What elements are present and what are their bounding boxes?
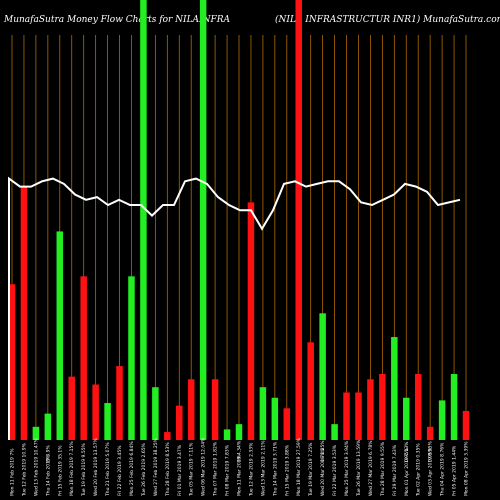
money-flow-bar bbox=[92, 384, 99, 440]
x-tick-label: Wed 06 Mar 2019 12.04% bbox=[201, 437, 207, 496]
x-tick-label: Tue 02 Apr 2019 0.35% bbox=[416, 443, 422, 497]
x-tick-label: Fri 08 Mar 2019 7.83% bbox=[225, 444, 231, 496]
x-tick-label: Mon 25 Mar 2019 3.94% bbox=[344, 440, 350, 496]
money-flow-bar bbox=[403, 397, 410, 440]
x-tick-label: Tue 26 Mar 2019 13.59% bbox=[356, 439, 362, 497]
x-tick-label: Mon 01 Apr 2019 7.13% bbox=[404, 441, 410, 496]
money-flow-bar bbox=[116, 366, 123, 440]
money-flow-line bbox=[8, 176, 461, 440]
money-flow-bar bbox=[462, 410, 470, 440]
x-tick-label: Wed 27 Feb 2019 38.25% bbox=[153, 437, 159, 496]
money-flow-bar bbox=[44, 413, 52, 440]
money-flow-bar bbox=[426, 426, 434, 440]
money-flow-bar bbox=[223, 429, 231, 440]
x-tick-label: Thu 21 Feb 2019 5.07% bbox=[105, 442, 111, 497]
x-tick-label: Fri 05 Apr 2019 1.44% bbox=[452, 445, 458, 496]
money-flow-bar bbox=[56, 231, 64, 440]
x-tick-label: Fri 22 Mar 2019 3.53% bbox=[332, 444, 338, 496]
top-value-label: 0.78% bbox=[320, 447, 326, 462]
top-labels: 0% 0% 0.78% 0.95% 0.95% bbox=[45, 447, 433, 462]
money-flow-bar bbox=[271, 397, 279, 440]
money-flow-bar bbox=[438, 400, 446, 440]
money-flow-bar bbox=[199, 0, 207, 440]
x-tick-label: Tue 19 Mar 2019 7.25% bbox=[308, 442, 314, 497]
money-flow-bar bbox=[176, 405, 183, 440]
money-flow-bar bbox=[235, 424, 243, 440]
x-tick-label: Fri 01 Mar 2019 3.47% bbox=[177, 444, 183, 496]
x-tick-label: Mon 08 Apr 2019 3.39% bbox=[464, 441, 470, 496]
money-flow-bar bbox=[140, 0, 147, 440]
money-flow-bar bbox=[187, 379, 195, 440]
money-flow-bar bbox=[104, 403, 111, 440]
money-flow-bar bbox=[259, 387, 267, 440]
x-tick-label: Thu 14 Feb 2019 3.9% bbox=[45, 445, 51, 497]
money-flow-bar bbox=[8, 284, 16, 440]
x-tick-label: Thu 28 Mar 2019 9.55% bbox=[380, 441, 386, 497]
x-tick-label: Fri 22 Feb 2019 3.45% bbox=[117, 445, 123, 496]
money-flow-bar bbox=[414, 374, 422, 440]
x-tick-label: Tue 05 Mar 2019 7.11% bbox=[189, 442, 195, 497]
money-flow-bar bbox=[379, 374, 386, 440]
x-tick-label: Thu 07 Mar 2019 1.82% bbox=[213, 441, 219, 497]
x-tick-label: Wed 27 Mar 2019 6.78% bbox=[368, 440, 374, 496]
x-tick-label: Tue 12 Mar 2019 2.33% bbox=[248, 442, 254, 497]
money-flow-bar bbox=[152, 387, 159, 440]
x-tick-label: Tue 12 Feb 2019 10.9% bbox=[21, 442, 27, 497]
x-tick-label: Mon 18 Mar 2019 27.59% bbox=[296, 437, 302, 496]
x-tick-label: Fri 29 Mar 2019 7.43% bbox=[392, 444, 398, 496]
money-flow-bar bbox=[295, 0, 302, 440]
x-tick-label: Fri 15 Feb 2019 35.1% bbox=[57, 445, 63, 496]
money-flow-bar bbox=[450, 374, 458, 440]
x-tick-label: Wed 20 Feb 2019 13.57% bbox=[93, 437, 99, 496]
money-flow-bar bbox=[319, 313, 326, 440]
money-flow-bar bbox=[307, 342, 314, 440]
money-flow-bar bbox=[32, 426, 40, 440]
x-tick-label: Wed 20 Mar 2019 1.25% bbox=[320, 440, 326, 496]
money-flow-bar bbox=[68, 376, 75, 440]
x-tick-label: Thu 04 Apr 2019 8.76% bbox=[440, 442, 446, 497]
money-flow-bar bbox=[331, 424, 338, 440]
x-tick-label: Fri 15 Mar 2019 3.88% bbox=[284, 444, 290, 496]
x-tick-label: Tue 26 Feb 2019 2.65% bbox=[141, 442, 147, 497]
x-tick-label: Mon 11 Mar 2019 4.34% bbox=[237, 440, 243, 496]
top-value-label: 0.95% bbox=[404, 447, 410, 462]
chart-title-left: MunafaSutra Money Flow Charts for NILAIN… bbox=[3, 15, 231, 25]
x-tick-label: Tue 19 Feb 2019 9.55% bbox=[81, 442, 87, 497]
money-flow-bar bbox=[80, 276, 87, 440]
x-tick-label: Mon 11 Feb 2019 7% bbox=[10, 448, 16, 496]
x-axis-labels: Mon 11 Feb 2019 7% Tue 12 Feb 2019 10.9% W… bbox=[10, 437, 470, 497]
money-flow-bar bbox=[355, 392, 362, 440]
money-flow-bar bbox=[211, 379, 219, 440]
x-tick-label: Wed 03 Apr 2019 9.95% bbox=[428, 440, 434, 496]
money-flow-bar bbox=[343, 392, 350, 440]
top-value-label: 0% bbox=[45, 454, 51, 462]
money-flow-bar bbox=[367, 379, 374, 440]
money-flow-bar bbox=[391, 337, 398, 440]
x-tick-label: Wed 13 Feb 2019 10.47% bbox=[33, 437, 39, 496]
x-tick-label: Thu 14 Mar 2019 3.71% bbox=[272, 441, 278, 497]
money-flow-bar bbox=[20, 186, 28, 440]
money-flow-bars bbox=[8, 0, 470, 440]
chart-title-right: (NILA INFRASTRUCTUR INR1) MunafaSutra.co… bbox=[275, 14, 500, 25]
money-flow-bar bbox=[164, 432, 171, 440]
x-tick-label: Wed 13 Mar 2019 2.11% bbox=[260, 440, 266, 496]
top-value-label: 0.95% bbox=[428, 447, 434, 462]
x-tick-label: Mon 18 Feb 2019 7.15% bbox=[69, 441, 75, 496]
x-tick-label: Mon 25 Feb 2019 6.84% bbox=[129, 441, 135, 496]
money-flow-bar bbox=[283, 408, 291, 440]
money-flow-bar bbox=[247, 202, 255, 440]
top-value-label: 0% bbox=[237, 454, 243, 462]
money-flow-bar bbox=[128, 276, 135, 440]
x-tick-label: Thu 28 Feb 2019 8.53% bbox=[165, 442, 171, 497]
